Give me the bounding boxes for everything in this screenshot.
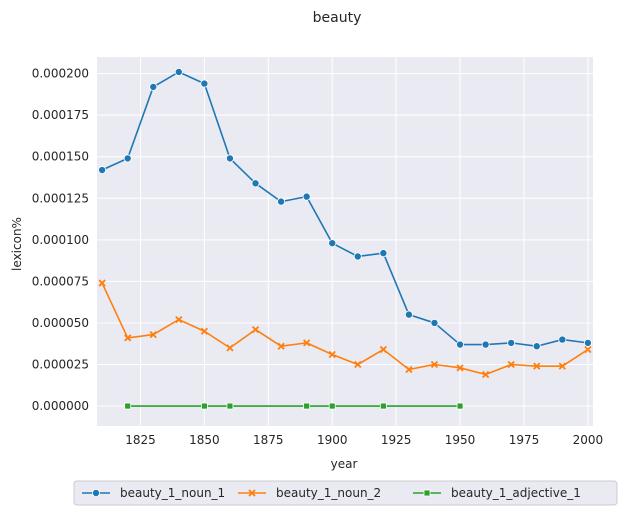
y-tick-label: 0.000100	[32, 233, 89, 247]
data-point	[456, 340, 465, 349]
data-point	[456, 402, 464, 410]
data-point	[456, 364, 464, 372]
data-point	[379, 249, 388, 258]
y-tick-label: 0.000025	[32, 358, 89, 372]
chart-title: beauty	[313, 10, 362, 26]
x-tick-label: 1900	[317, 433, 348, 447]
data-point	[124, 402, 132, 410]
data-point	[379, 345, 387, 354]
data-point	[149, 330, 157, 339]
y-tick-label: 0.000200	[32, 67, 89, 81]
data-point	[226, 402, 234, 410]
data-point	[404, 310, 413, 319]
data-point	[430, 318, 439, 327]
legend-marker	[248, 489, 256, 497]
y-axis-label: lexicon%	[10, 217, 24, 271]
data-point	[481, 370, 490, 379]
x-tick-label: 2000	[573, 433, 604, 447]
data-point	[379, 402, 387, 410]
data-point	[558, 362, 566, 370]
y-tick-label: 0.000125	[32, 191, 89, 205]
data-point	[532, 342, 541, 351]
data-point	[200, 79, 209, 88]
data-point	[507, 338, 516, 347]
data-point	[583, 338, 592, 347]
data-point	[303, 402, 311, 410]
data-point	[175, 315, 183, 324]
data-point	[303, 339, 311, 347]
data-point	[354, 360, 362, 369]
x-axis-label: year	[331, 457, 358, 471]
y-tick-label: 0.000000	[32, 399, 89, 413]
x-tick-label: 1950	[445, 433, 476, 447]
x-tick-label: 1975	[509, 433, 540, 447]
data-point	[277, 197, 286, 206]
data-point	[302, 192, 311, 201]
legend-box	[73, 480, 618, 506]
data-point	[328, 402, 336, 410]
data-point	[98, 279, 106, 287]
data-point	[124, 334, 132, 342]
legend-marker	[92, 488, 101, 497]
series-beauty_1_noun_1	[98, 67, 592, 351]
data-point	[353, 252, 362, 261]
data-point	[251, 325, 260, 334]
data-point	[226, 344, 234, 352]
data-point	[200, 327, 209, 335]
data-point	[584, 345, 592, 354]
x-tick-label: 1925	[381, 433, 412, 447]
y-axis-ticks: 0.000000 0.000025 0.000050 0.000075 0.000100…	[32, 67, 89, 413]
plot-area	[97, 57, 593, 426]
data-point	[251, 179, 260, 188]
x-tick-label: 1850	[189, 433, 220, 447]
data-point	[149, 82, 158, 91]
series-line	[101, 71, 588, 348]
data-point	[200, 402, 208, 410]
legend: beauty_1_noun_1 beauty_1_noun_2 beauty_1_a…	[73, 480, 618, 506]
y-tick-label: 0.000075	[32, 274, 89, 288]
legend-label: beauty_1_adjective_1	[451, 486, 581, 500]
legend-label: beauty_1_noun_1	[120, 486, 225, 500]
y-tick-label: 0.000175	[32, 108, 89, 122]
data-point	[328, 239, 337, 248]
legend-label: beauty_1_noun_2	[276, 486, 381, 500]
series-line	[101, 282, 589, 376]
x-tick-label: 1825	[125, 433, 156, 447]
y-tick-label: 0.000150	[32, 150, 89, 164]
series-beauty_1_adjective_1	[124, 402, 464, 410]
data-point	[277, 342, 285, 350]
data-point	[430, 360, 439, 369]
data-point	[123, 154, 132, 163]
data-point	[98, 166, 107, 175]
data-point	[481, 340, 490, 349]
data-point	[405, 365, 413, 374]
data-point	[533, 362, 541, 370]
data-point	[558, 335, 567, 344]
x-tick-label: 1875	[253, 433, 284, 447]
data-point	[225, 154, 234, 163]
y-tick-label: 0.000050	[32, 316, 89, 330]
series-beauty_1_noun_2	[98, 279, 592, 379]
legend-marker	[423, 489, 431, 497]
series-layer	[98, 67, 592, 410]
data-point	[507, 360, 515, 369]
x-axis-ticks: 1825 1850 1875 1900 1925 1950 1975 2000	[125, 433, 603, 447]
data-point	[174, 67, 183, 76]
data-point	[328, 350, 336, 359]
